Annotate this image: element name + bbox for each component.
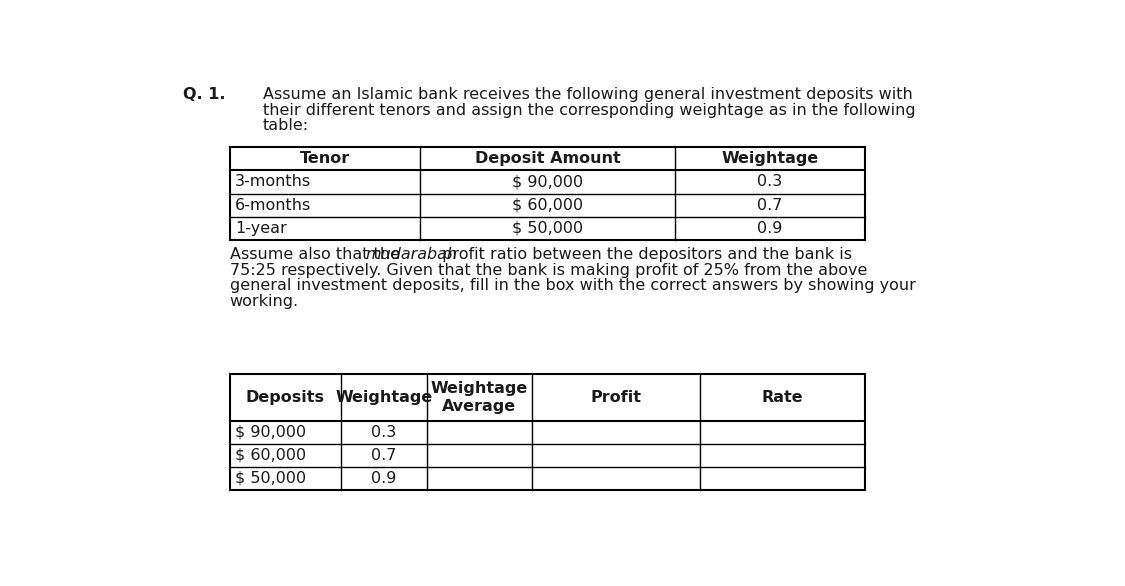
Text: profit ratio between the depositors and the bank is: profit ratio between the depositors and … xyxy=(436,247,852,263)
Text: $ 90,000: $ 90,000 xyxy=(512,175,583,189)
Text: 0.3: 0.3 xyxy=(371,425,396,440)
Text: Assume an Islamic bank receives the following general investment deposits with: Assume an Islamic bank receives the foll… xyxy=(263,87,912,103)
Text: 75:25 respectively. Given that the bank is making profit of 25% from the above: 75:25 respectively. Given that the bank … xyxy=(229,263,867,278)
Text: Deposit Amount: Deposit Amount xyxy=(475,151,620,166)
Text: Deposits: Deposits xyxy=(246,390,325,405)
Text: $ 60,000: $ 60,000 xyxy=(512,197,583,213)
Text: Profit: Profit xyxy=(591,390,641,405)
Text: 0.9: 0.9 xyxy=(371,471,396,486)
Text: their different tenors and assign the corresponding weightage as in the followin: their different tenors and assign the co… xyxy=(263,103,916,118)
Text: working.: working. xyxy=(229,294,299,309)
Text: 0.7: 0.7 xyxy=(757,197,783,213)
Text: $ 60,000: $ 60,000 xyxy=(235,448,306,463)
Text: mudarabah: mudarabah xyxy=(366,247,458,263)
Text: $ 90,000: $ 90,000 xyxy=(235,425,306,440)
Text: 0.3: 0.3 xyxy=(757,175,783,189)
Text: 3-months: 3-months xyxy=(235,175,312,189)
Text: Weightage
Average: Weightage Average xyxy=(431,381,528,414)
Bar xyxy=(229,374,865,490)
Bar xyxy=(229,147,865,240)
Text: Weightage: Weightage xyxy=(335,390,432,405)
Text: table:: table: xyxy=(263,118,309,133)
Text: 0.7: 0.7 xyxy=(371,448,396,463)
Text: Rate: Rate xyxy=(762,390,803,405)
Text: 1-year: 1-year xyxy=(235,221,287,236)
Text: 6-months: 6-months xyxy=(235,197,312,213)
Text: 0.9: 0.9 xyxy=(757,221,783,236)
Text: Q. 1.: Q. 1. xyxy=(183,87,226,103)
Text: $ 50,000: $ 50,000 xyxy=(512,221,583,236)
Text: general investment deposits, fill in the box with the correct answers by showing: general investment deposits, fill in the… xyxy=(229,278,916,293)
Text: Tenor: Tenor xyxy=(300,151,350,166)
Text: Weightage: Weightage xyxy=(721,151,819,166)
Text: $ 50,000: $ 50,000 xyxy=(235,471,306,486)
Text: Assume also that the: Assume also that the xyxy=(229,247,405,263)
